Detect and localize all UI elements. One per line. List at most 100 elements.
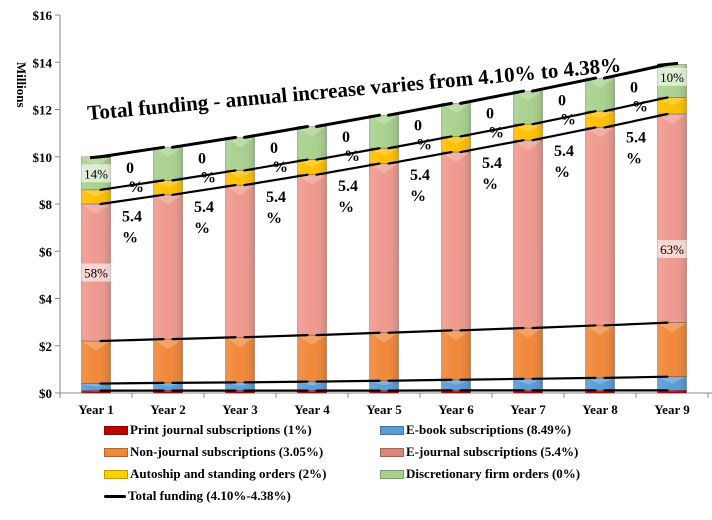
y-tick-label: $2 [39,339,52,354]
pct-label-ejournal-year9: 63% [660,242,684,257]
y-tick-label: $4 [39,292,53,307]
gap-label-ejournal: 5.4 [482,155,502,172]
gap-label-discretionary: % [272,159,288,176]
trend-line [243,125,309,139]
trend-line [243,334,309,339]
gap-label-discretionary: % [632,98,648,115]
trend-line [603,375,669,379]
gap-label-ejournal: % [482,176,498,193]
gap-label-discretionary: 0 [558,93,566,110]
trend-line [531,126,597,142]
trend-line [531,376,597,380]
legend-label: Total funding (4.10%-4.38%) [128,488,291,503]
trend-line [387,101,453,117]
gap-label-discretionary: % [488,124,504,141]
bar-stack [585,77,615,394]
legend-item-total: Total funding (4.10%-4.38%) [104,488,291,504]
gap-label-discretionary: % [200,169,216,186]
bar-stack [369,114,399,394]
legend-item-autoship: Autoship and standing orders (2%) [104,466,327,482]
trend-line [99,381,165,385]
x-axis: Year 1 Year 2 Year 3 Year 4 Year 5 Year 6 Year… [59,392,712,417]
gap-label-ejournal: 5.4 [338,178,358,195]
y-tick-label: $10 [33,150,53,165]
x-tick-label: Year 6 [438,402,474,417]
trend-line [315,113,381,129]
y-tick-label: $16 [33,8,53,23]
pct-label-discretionary-year1: 14% [84,166,108,181]
trend-line [243,380,309,384]
legend-swatch-print [104,425,128,435]
y-axis: $0 $2 $4 $6 $8 $10 $12 $14 $16 [33,8,61,401]
trend-line [315,379,381,383]
y-tick-label: $14 [33,55,53,70]
gap-label-discretionary: % [416,136,432,153]
legend-swatch-ejournal [380,447,404,457]
gap-label-ejournal: % [122,229,138,246]
gap-label-discretionary: 0 [342,129,350,146]
trend-line [531,110,597,126]
gap-label-discretionary: 0 [198,150,206,167]
trend-line [603,321,669,327]
legend-item-discretionary: Discretionary firm orders (0%) [380,466,580,482]
gap-label-discretionary: 0 [414,117,422,134]
gap-label-ejournal: % [194,220,210,237]
pct-label-ejournal-year1: 58% [84,266,108,281]
trend-line [171,169,237,182]
trend-line [531,76,597,93]
trend-line [315,147,381,161]
trend-line [171,135,237,149]
gap-label-ejournal: 5.4 [410,167,430,184]
legend-item-nonjournal: Non-journal subscriptions (3.05%) [104,444,323,460]
legend-swatch-autoship [104,469,128,479]
gap-label-discretionary: % [560,112,576,129]
gap-label-ejournal: % [554,164,570,181]
trend-line [171,336,237,341]
x-tick-label: Year 3 [222,402,258,417]
x-tick-label: Year 2 [150,402,186,417]
legend-label: Discretionary firm orders (0%) [406,466,581,481]
trend-line [387,378,453,382]
trend-line [387,150,453,165]
x-tick-label: Year 5 [366,402,402,417]
bars [81,64,687,394]
trend-line [603,112,669,129]
gap-label-ejournal: 5.4 [122,208,142,225]
y-axis-title: Millions [14,62,29,108]
trend-line [315,331,381,337]
trend-line [243,158,309,172]
x-tick-label: Year 1 [78,402,114,417]
trend-line [387,135,453,150]
legend-swatch-discretionary [380,469,404,479]
trend-lines [89,61,679,392]
gap-label-ejournal: % [626,151,642,168]
gap-label-ejournal: 5.4 [626,130,646,147]
bar-stack [297,126,327,394]
bar-stack [513,90,543,394]
trend-line [531,324,597,330]
gap-label-discretionary: % [344,148,360,165]
legend-label: E-journal subscriptions (5.4%) [406,444,579,459]
legend-label: Print journal subscriptions (1%) [130,422,312,437]
pct-label-discretionary-year9: 10% [660,70,684,85]
trend-line [243,173,309,187]
gap-label-discretionary: 0 [486,105,494,122]
x-tick-label: Year 9 [654,402,690,417]
legend-label: Non-journal subscriptions (3.05%) [130,444,324,459]
trend-line [603,62,669,80]
trend-line [459,377,525,381]
legend-swatch-ebook [380,425,404,435]
gap-label-ejournal: % [266,210,282,227]
annotations: 0% 5.4% 0% 5.4% 0% 5.4% 0% 5.4% 0% 5.4% 0% 5.4% 0% 5.… [81,67,687,282]
gap-label-discretionary: 0 [126,160,134,177]
x-tick-label: Year 4 [294,402,330,417]
y-tick-label: $0 [39,386,52,401]
legend-label: E-book subscriptions (8.49%) [406,422,572,437]
trend-line [315,162,381,176]
gap-label-ejournal: 5.4 [194,199,214,216]
y-tick-label: $8 [39,197,53,212]
trend-line [99,179,165,191]
gap-label-ejournal: 5.4 [554,143,574,160]
bar-stack [441,103,471,394]
